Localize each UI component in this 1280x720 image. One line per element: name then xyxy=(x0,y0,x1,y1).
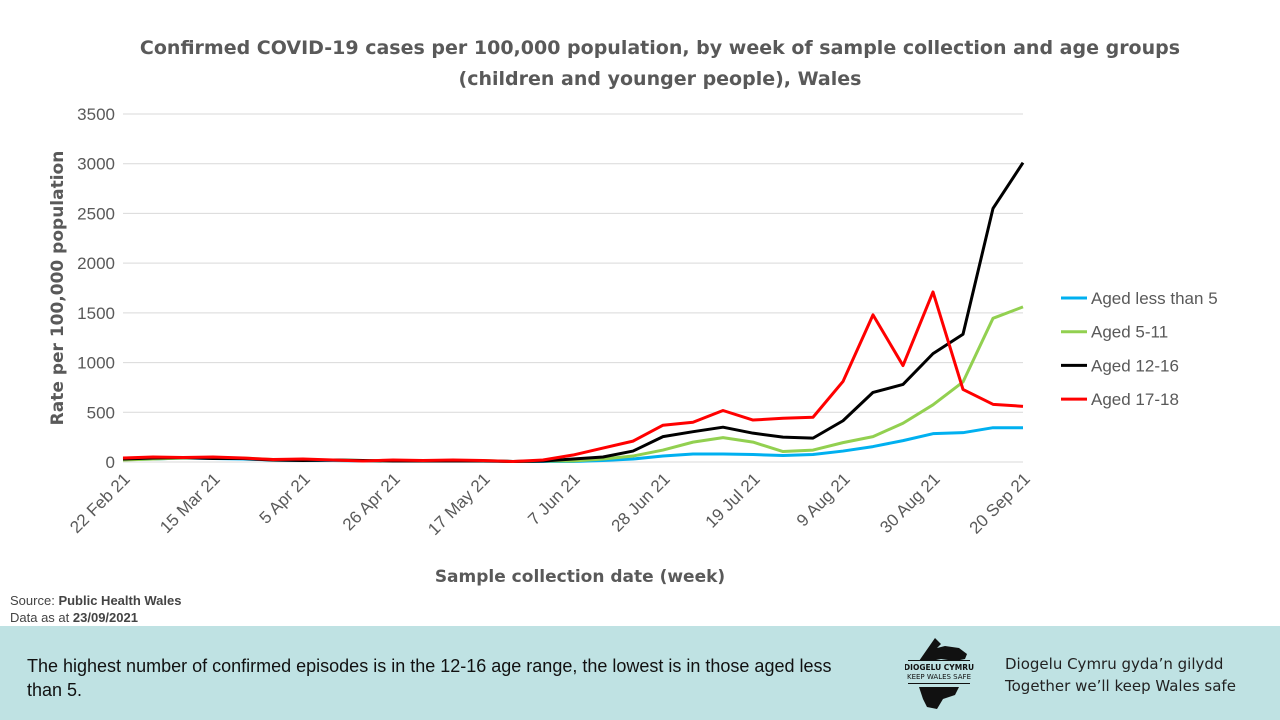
legend-label: Aged 5-11 xyxy=(1091,323,1168,342)
svg-text:KEEP WALES SAFE: KEEP WALES SAFE xyxy=(907,673,971,681)
series-line-1 xyxy=(122,305,1024,464)
y-tick-label: 2500 xyxy=(77,204,115,223)
x-tick-label: 20 Sep 21 xyxy=(966,469,1034,537)
x-tick-label: 28 Jun 21 xyxy=(608,469,674,535)
line-chart: 0 500 1000 1500 2000 2500 3000 3500 22 Feb 21 15 … xyxy=(48,105,1218,587)
source-value: Public Health Wales xyxy=(58,593,182,608)
x-tick-label: 19 Jul 21 xyxy=(702,469,764,531)
slogan: Diogelu Cymru gyda’n gilydd Together we’… xyxy=(1005,653,1236,697)
y-tick-label: 0 xyxy=(106,453,115,472)
keep-wales-safe-logo: DIOGELU CYMRU KEEP WALES SAFE xyxy=(905,638,974,709)
y-tick-label: 3000 xyxy=(77,155,115,174)
x-tick-label: 7 Jun 21 xyxy=(524,469,584,529)
source-label: Source: xyxy=(10,593,55,608)
slogan-welsh: Diogelu Cymru gyda’n gilydd xyxy=(1005,655,1224,673)
chart-title: Confirmed COVID-19 cases per 100,000 pop… xyxy=(139,37,1181,90)
footer-band xyxy=(0,626,1280,720)
x-tick-label: 30 Aug 21 xyxy=(876,469,944,537)
series-line-2 xyxy=(122,161,1025,464)
y-tick-label: 3500 xyxy=(77,105,115,124)
x-axis-label: Sample collection date (week) xyxy=(435,567,725,587)
legend-label: Aged 17-18 xyxy=(1091,390,1179,409)
x-tick-label: 9 Aug 21 xyxy=(793,469,854,530)
x-tick-label: 17 May 21 xyxy=(424,469,494,539)
x-tick-label: 26 Apr 21 xyxy=(339,469,404,534)
source-note: Source: Public Health Wales Data as at 2… xyxy=(10,592,182,626)
y-axis-label: Rate per 100,000 population xyxy=(48,151,68,426)
series-line-3 xyxy=(122,290,1024,464)
y-tick-label: 2000 xyxy=(77,254,115,273)
legend-label: Aged less than 5 xyxy=(1091,289,1218,308)
date-label: Data as at xyxy=(10,610,70,625)
legend-label: Aged 12-16 xyxy=(1091,356,1179,375)
y-tick-label: 1500 xyxy=(77,304,115,323)
y-tick-label: 1000 xyxy=(77,354,115,373)
x-tick-label: 15 Mar 21 xyxy=(156,469,224,537)
x-tick-label: 22 Feb 21 xyxy=(66,469,134,537)
x-tick-label: 5 Apr 21 xyxy=(256,469,314,527)
summary-note: The highest number of confirmed episodes… xyxy=(27,656,832,700)
slogan-english: Together we’ll keep Wales safe xyxy=(1005,677,1236,695)
data-date: 23/09/2021 xyxy=(72,610,138,625)
svg-text:DIOGELU CYMRU: DIOGELU CYMRU xyxy=(905,663,974,672)
y-tick-label: 500 xyxy=(87,403,115,422)
